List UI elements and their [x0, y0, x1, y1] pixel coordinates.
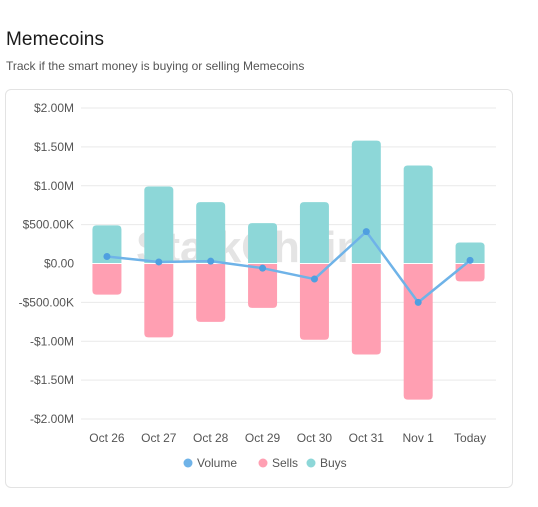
volume-point[interactable]: [259, 264, 267, 272]
sells-bar[interactable]: [351, 263, 381, 355]
y-tick-label: $1.00M: [34, 179, 74, 193]
x-tick-label: Oct 30: [297, 431, 333, 445]
legend-label-volume[interactable]: Volume: [197, 456, 237, 470]
y-tick-label: $1.50M: [34, 140, 74, 154]
sells-bar[interactable]: [92, 263, 122, 295]
x-tick-label: Nov 1: [403, 431, 435, 445]
volume-point[interactable]: [414, 298, 422, 306]
x-tick-label: Oct 29: [245, 431, 281, 445]
x-tick-label: Oct 26: [89, 431, 125, 445]
volume-point[interactable]: [466, 256, 474, 264]
y-tick-label: -$1.50M: [30, 373, 74, 387]
sells-bar[interactable]: [144, 263, 174, 338]
buys-bar[interactable]: [299, 202, 329, 264]
chart-card: StalkChain $2.00M$1.50M$1.00M$500.00K$0.…: [5, 89, 513, 488]
buys-bar[interactable]: [248, 223, 278, 264]
buys-bar[interactable]: [351, 140, 381, 264]
buys-bar[interactable]: [92, 225, 122, 264]
volume-point[interactable]: [103, 253, 111, 261]
page-title: Memecoins: [6, 29, 105, 50]
buys-bar[interactable]: [455, 242, 485, 264]
y-tick-label: $2.00M: [34, 101, 74, 115]
legend-swatch-volume[interactable]: [183, 458, 193, 468]
x-tick-label: Oct 27: [141, 431, 177, 445]
sells-bar[interactable]: [299, 263, 329, 340]
sells-bar[interactable]: [455, 263, 485, 282]
volume-point[interactable]: [310, 275, 318, 283]
page-subtitle: Track if the smart money is buying or se…: [6, 59, 305, 73]
y-tick-label: -$500.00K: [19, 295, 74, 309]
sells-bar[interactable]: [248, 263, 278, 308]
buys-bar[interactable]: [144, 186, 174, 264]
buys-bar[interactable]: [403, 165, 433, 264]
y-axis-labels: $2.00M $1.50M $1.00M $500.00K $0.00 -$500.00K…: [19, 101, 75, 426]
legend-swatch-sells[interactable]: [258, 458, 268, 468]
y-tick-label: $500.00K: [23, 218, 74, 232]
volume-point[interactable]: [362, 228, 370, 236]
bars-layer: [81, 140, 496, 400]
buys-bar[interactable]: [196, 202, 226, 264]
volume-line: [106, 230, 471, 304]
memecoins-chart: StalkChain $2.00M$1.50M$1.00M$500.00K$0.…: [19, 101, 496, 470]
x-tick-label: Oct 28: [193, 431, 229, 445]
legend-swatch-buys[interactable]: [306, 458, 316, 468]
sells-bar[interactable]: [403, 263, 433, 400]
legend[interactable]: Volume Sells Buys: [183, 456, 347, 470]
legend-label-buys[interactable]: Buys: [320, 456, 347, 470]
legend-label-sells[interactable]: Sells: [272, 456, 298, 470]
sells-bar[interactable]: [196, 263, 226, 322]
y-tick-label: $0.00: [44, 257, 74, 271]
x-tick-label: Oct 31: [349, 431, 385, 445]
x-tick-label: Today: [454, 431, 486, 445]
volume-line-layer: [103, 228, 474, 306]
volume-point[interactable]: [155, 258, 163, 266]
y-tick-label: -$2.00M: [30, 412, 74, 426]
x-axis-labels: Oct 26 Oct 27 Oct 28 Oct 29 Oct 30 Oct 31 Nov …: [89, 431, 486, 445]
y-tick-label: -$1.00M: [30, 334, 74, 348]
volume-point[interactable]: [207, 257, 215, 265]
